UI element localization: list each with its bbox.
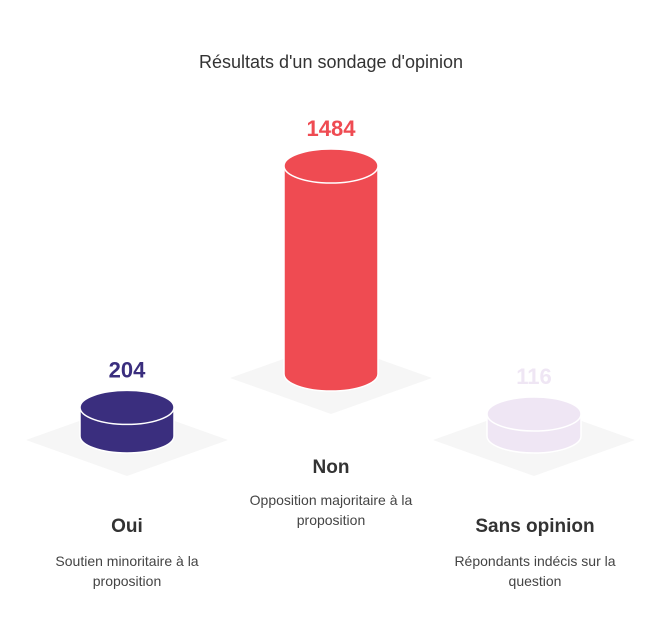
category-description-sans-opinion: Répondants indécis sur la question [454, 553, 616, 589]
bar-oui [79, 389, 175, 454]
value-label-non: 1484 [307, 116, 357, 141]
bar-top-non [283, 148, 379, 184]
category-label-non: Non [312, 457, 350, 478]
chart-title: Résultats d'un sondage d'opinion [198, 52, 464, 72]
bar-sans-opinion [486, 396, 582, 454]
category-description-non: Opposition majoritaire à la proposition [249, 492, 413, 528]
bar-non [283, 148, 379, 392]
bar-body-non [283, 165, 379, 392]
category-description-oui: Soutien minoritaire à la proposition [55, 553, 199, 589]
value-label-oui: 204 [109, 357, 146, 382]
bar-top-sans-opinion [486, 396, 582, 432]
bar-top-oui [79, 389, 175, 426]
value-label-sans-opinion: 116 [516, 364, 552, 389]
category-label-oui: Oui [111, 516, 143, 537]
category-label-sans-opinion: Sans opinion [475, 516, 595, 537]
